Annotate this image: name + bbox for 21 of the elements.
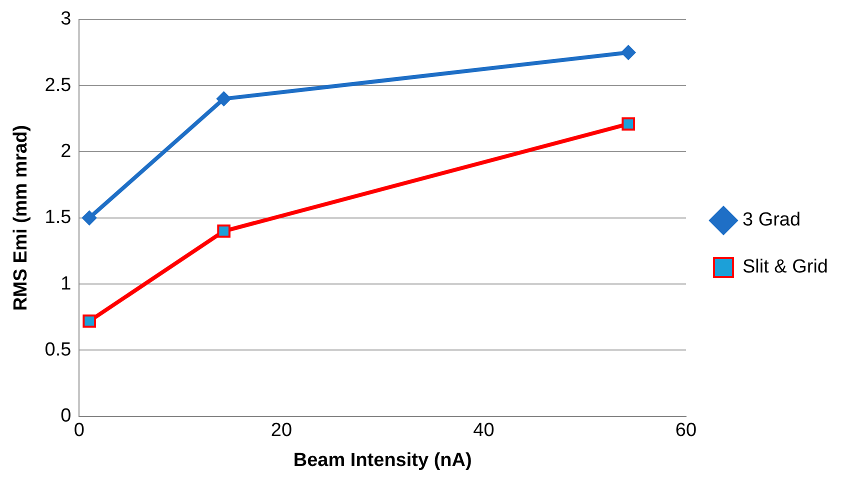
point (620, 44, 636, 60)
y-tick-label: 1.5 (44, 207, 72, 228)
legend-label: Slit & Grid (742, 256, 828, 278)
y-tick-label: 1 (60, 273, 72, 294)
x-tick-label: 20 (270, 420, 292, 442)
x-tick-label: 60 (675, 420, 697, 442)
point (82, 210, 97, 226)
legend-label: 3 Grad (742, 210, 801, 231)
x-tick-label: 0 (74, 420, 84, 442)
y-tick-label: 2 (60, 140, 72, 162)
y-tick-label: 3 (60, 8, 72, 30)
point (217, 224, 230, 238)
y-tick-label: 0 (60, 406, 72, 427)
x-tick-label: 40 (473, 420, 494, 442)
point (216, 91, 232, 106)
y-tick-label: 0.5 (44, 339, 72, 360)
y-tick-label: 2.5 (44, 74, 72, 96)
point (82, 314, 96, 328)
point (622, 117, 635, 131)
x-axis-title: Beam Intensity (nA) (293, 450, 472, 471)
y-axis-title: RMS Emi (mm mrad) (10, 124, 32, 311)
